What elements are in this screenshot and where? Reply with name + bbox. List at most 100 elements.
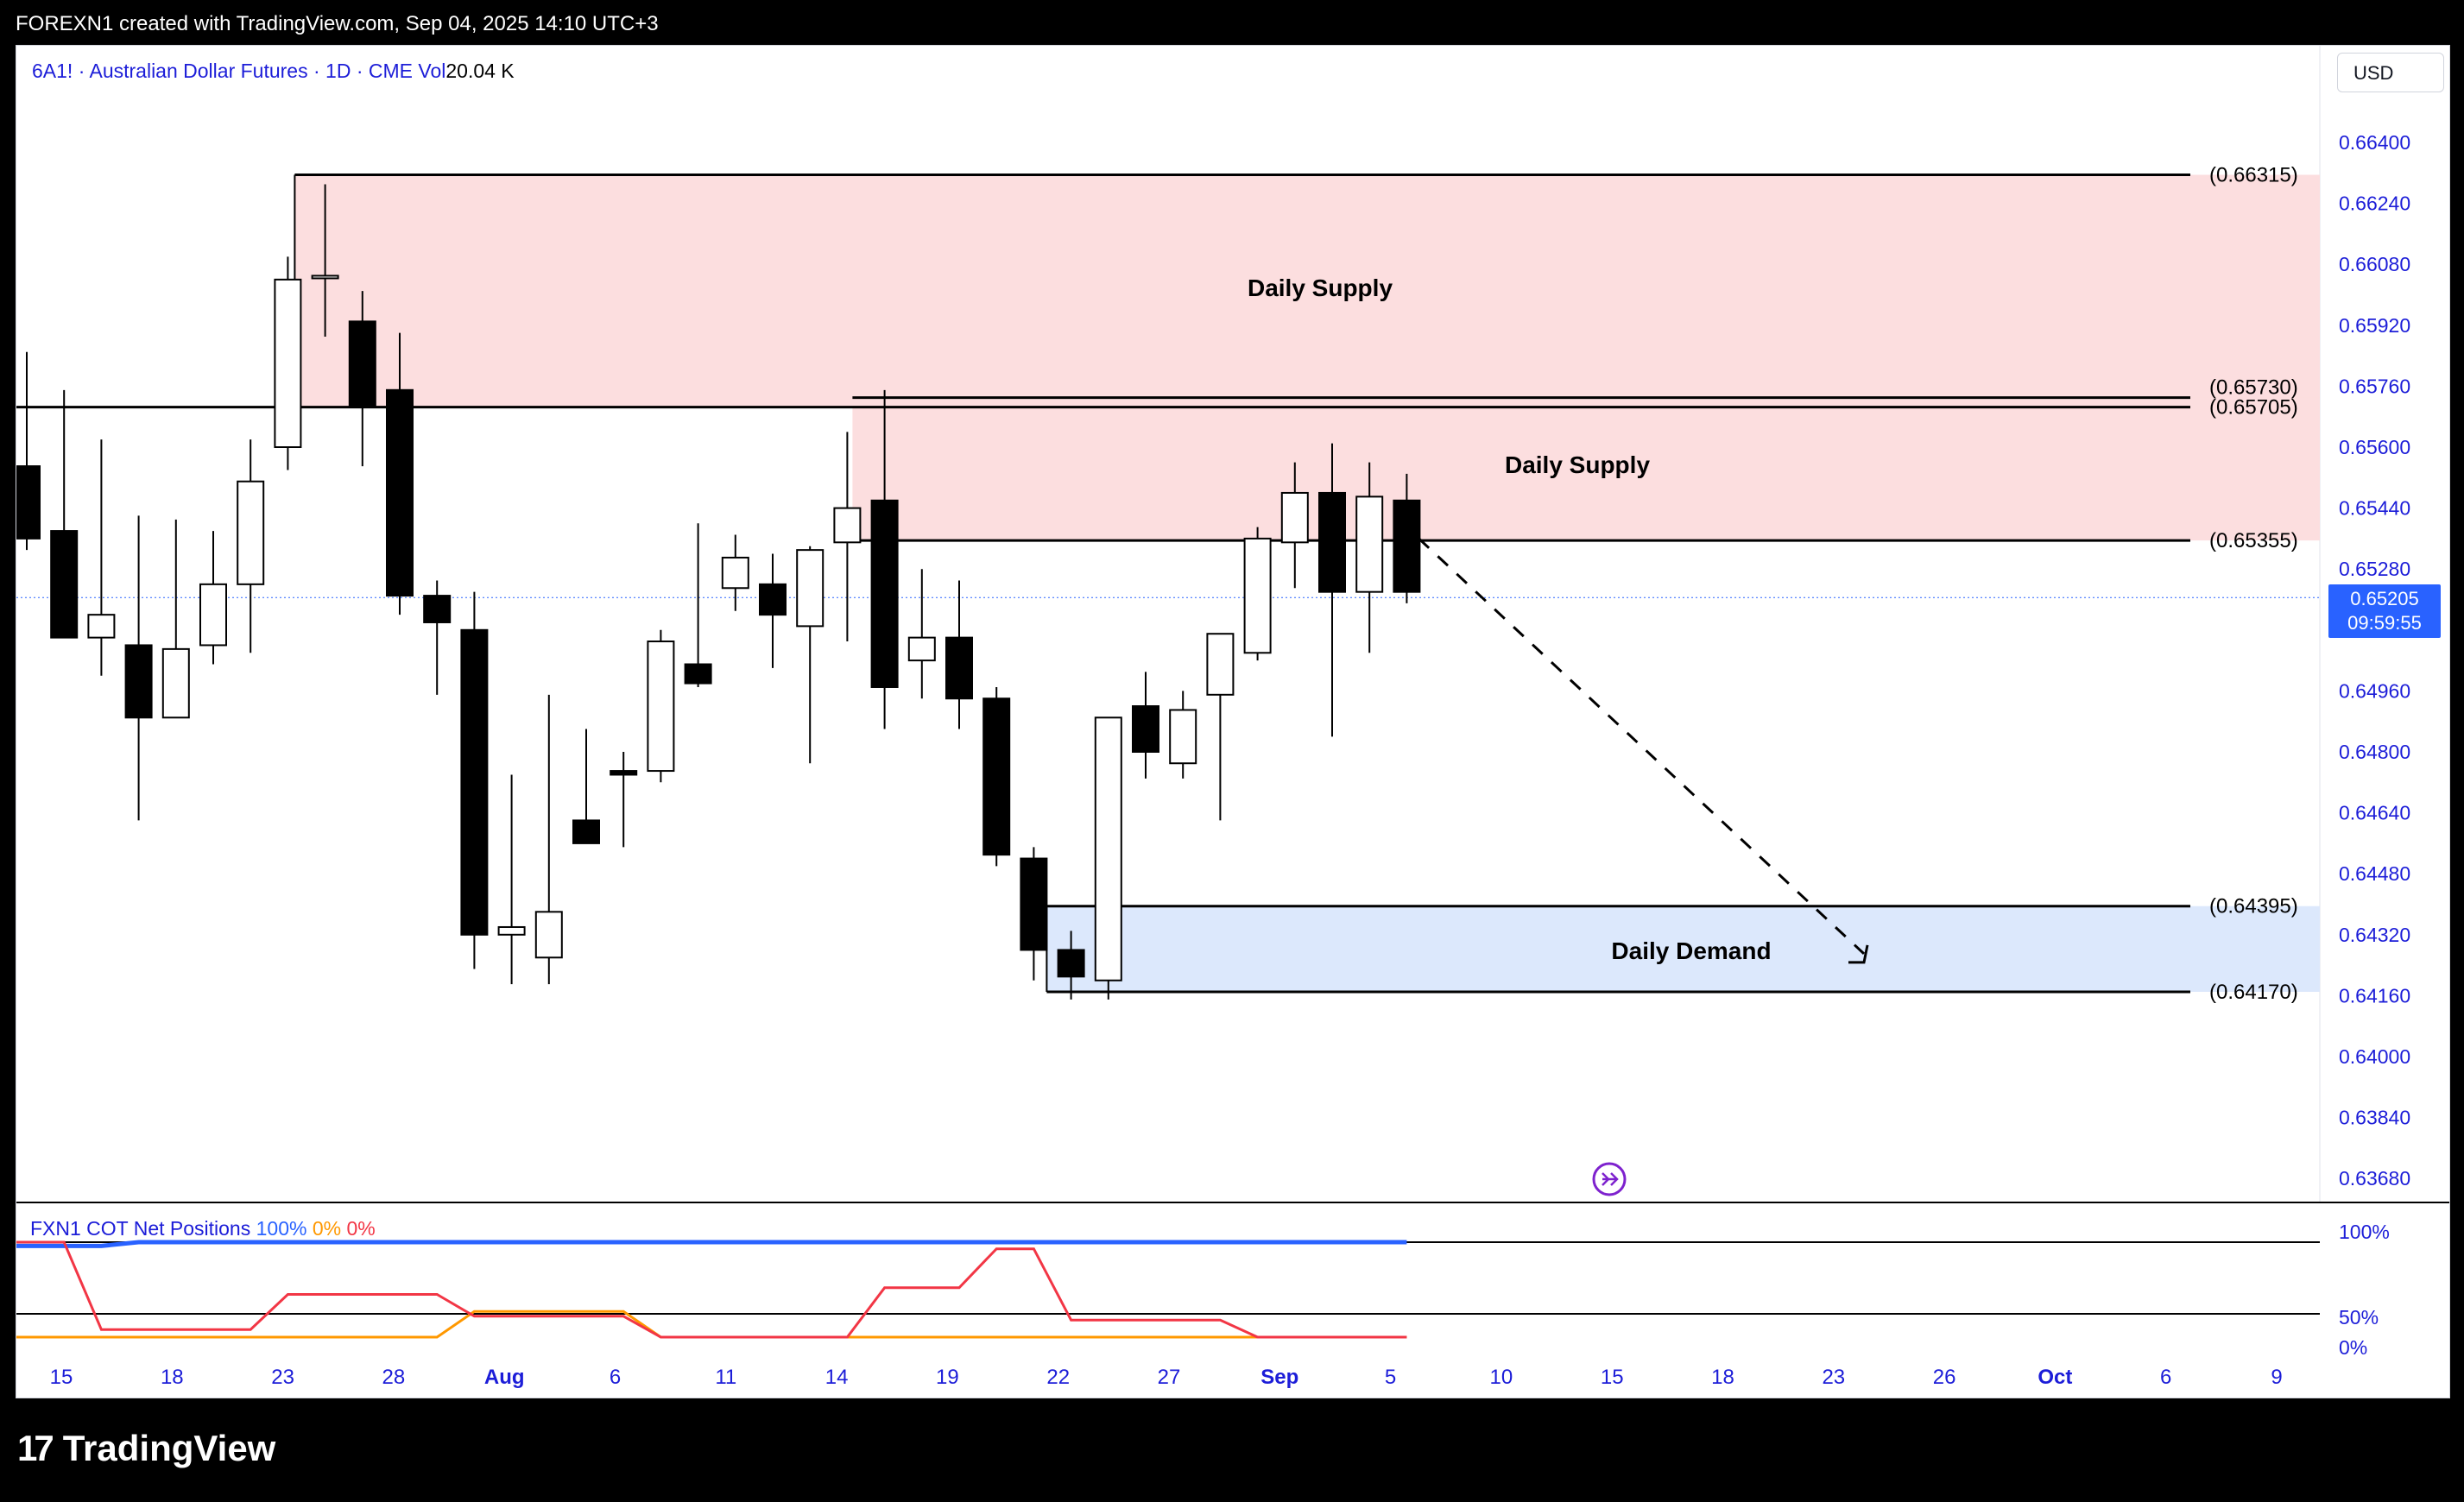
time-tick-label: 10 <box>1490 1366 1513 1389</box>
candle-body <box>1094 716 1122 981</box>
price-tick-label: 0.66240 <box>2339 192 2410 215</box>
volume-value: 20.04 K <box>445 60 515 82</box>
price-tick-label: 0.64480 <box>2339 862 2410 885</box>
candle-body <box>1393 499 1421 593</box>
projection-line <box>1418 537 1866 955</box>
candle-body <box>1020 857 1048 951</box>
time-tick-label: 22 <box>1046 1366 1070 1389</box>
candle-body <box>386 388 414 597</box>
candle-body <box>423 595 452 623</box>
candle-body <box>161 647 190 719</box>
candle-body <box>945 636 973 700</box>
currency-button[interactable]: USD <box>2337 53 2444 92</box>
time-tick-label: 23 <box>1822 1366 1845 1389</box>
cot-axis-label: 0% <box>2339 1336 2367 1359</box>
projection-arrowhead <box>1848 944 1869 964</box>
candle-body <box>907 636 936 662</box>
candle-body <box>1206 633 1235 696</box>
candle-body <box>610 770 638 776</box>
cot-axis-label: 50% <box>2339 1306 2379 1328</box>
zone-level-label: (0.65730) <box>2209 376 2298 400</box>
zone-level-label: (0.66315) <box>2209 164 2298 187</box>
zone-rect <box>1046 906 2320 992</box>
zone-level-label: (0.64170) <box>2209 981 2298 1004</box>
chart-header: FOREXN1 created with TradingView.com, Se… <box>16 12 659 35</box>
time-tick-label: 14 <box>825 1366 849 1389</box>
price-tick-label: 0.66400 <box>2339 131 2410 154</box>
indicator-legend[interactable]: FXN1 COT Net Positions 100% 0% 0% <box>30 1217 376 1240</box>
price-tick-label: 0.64960 <box>2339 679 2410 702</box>
candle-body <box>1318 491 1346 593</box>
price-tick-label: 0.66080 <box>2339 253 2410 275</box>
candle-body <box>1169 709 1197 765</box>
time-tick-label: 15 <box>1601 1366 1624 1389</box>
arrow-right-icon <box>1602 1172 1619 1186</box>
indicator-value-red: 0% <box>346 1217 376 1240</box>
zone-label-supply: Daily Supply <box>1505 451 1650 478</box>
time-tick-label: Oct <box>2038 1366 2072 1389</box>
price-chart[interactable]: (0.66315) (0.65730)(0.65705) (0.65355) (0.6… <box>16 46 2449 1398</box>
candle-body <box>1243 537 1272 654</box>
zone-level-label: (0.65355) <box>2209 529 2298 552</box>
zone-label-demand: Daily Demand <box>1611 937 1771 964</box>
time-tick-label: 28 <box>382 1366 406 1389</box>
price-tick-label: 0.63840 <box>2339 1107 2410 1129</box>
candle-body <box>311 275 339 280</box>
zone-rect <box>294 174 2321 407</box>
price-tick-label: 0.65600 <box>2339 436 2410 458</box>
price-tick-label: 0.64160 <box>2339 984 2410 1007</box>
candle-body <box>534 911 563 959</box>
zone-level-label: (0.64395) <box>2209 895 2298 918</box>
symbol-info[interactable]: 6A1! · Australian Dollar Futures · 1D · … <box>32 60 515 83</box>
last-price-tag: 0.65205 09:59:55 <box>2328 584 2441 638</box>
price-tick-label: 0.65920 <box>2339 314 2410 337</box>
time-tick-label: 9 <box>2271 1366 2282 1389</box>
candle-body <box>647 641 675 773</box>
candle-body <box>870 499 899 688</box>
candle-body <box>50 530 79 639</box>
time-tick-label: 11 <box>715 1366 736 1389</box>
time-tick-label: 6 <box>610 1366 621 1389</box>
time-tick-label: 19 <box>936 1366 959 1389</box>
candle-body <box>1057 949 1085 978</box>
tradingview-logo: 17 TradingView <box>17 1428 275 1469</box>
candle-body <box>1132 705 1159 753</box>
time-tick-label: 26 <box>1933 1366 1956 1389</box>
time-tick-label: 18 <box>1711 1366 1734 1389</box>
candle-body <box>572 819 600 844</box>
cot-series-blue <box>16 1240 1407 1248</box>
time-tick-label: 6 <box>2160 1366 2171 1389</box>
zone-rect <box>852 397 2320 541</box>
time-tick-label: 5 <box>1385 1366 1396 1389</box>
brand-name: TradingView <box>62 1428 276 1468</box>
candle-body <box>274 278 302 448</box>
candle-body <box>721 556 749 590</box>
price-tick-label: 0.63680 <box>2339 1167 2410 1190</box>
indicator-name: FXN1 COT Net Positions <box>30 1217 251 1240</box>
price-tick-label: 0.65280 <box>2339 558 2410 580</box>
candle-body <box>237 480 265 585</box>
time-tick-label: 27 <box>1158 1366 1181 1389</box>
last-price-value: 0.65205 <box>2350 588 2419 609</box>
tradingview-mark-icon: 17 <box>17 1428 54 1468</box>
candle-body <box>759 583 787 616</box>
zone-label-supply: Daily Supply <box>1248 275 1393 301</box>
candle-body <box>1280 491 1309 544</box>
candle-body <box>87 614 116 639</box>
price-tick-label: 0.64000 <box>2339 1045 2410 1068</box>
price-tick-label: 0.64800 <box>2339 741 2410 763</box>
candle-body <box>833 507 862 544</box>
time-tick-label: 23 <box>271 1366 294 1389</box>
zone-level-label: (0.65705) <box>2209 396 2298 420</box>
volume-label: Vol <box>418 60 446 82</box>
price-tick-label: 0.65760 <box>2339 375 2410 397</box>
cot-series-orange <box>16 1310 1407 1339</box>
price-tick-label: 0.64320 <box>2339 924 2410 946</box>
price-tick-label: 0.65440 <box>2339 497 2410 520</box>
candle-body <box>124 644 153 719</box>
time-tick-label: 18 <box>161 1366 184 1389</box>
indicator-value-blue: 100% <box>256 1217 307 1240</box>
cot-series-red <box>16 1240 1407 1339</box>
candle-body <box>199 583 227 647</box>
symbol-label: 6A1! · Australian Dollar Futures · 1D · … <box>32 60 413 82</box>
